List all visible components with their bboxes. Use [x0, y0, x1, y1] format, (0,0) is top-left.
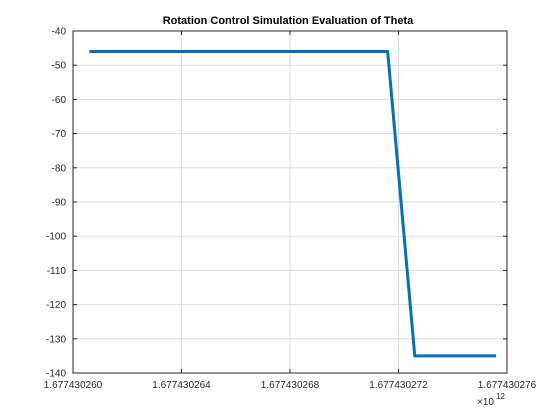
- y-tick-label: -110: [47, 266, 67, 277]
- y-tick-label: -80: [52, 163, 67, 174]
- y-tick-label: -120: [46, 300, 66, 311]
- chart-title: Rotation Control Simulation Evaluation o…: [163, 15, 414, 27]
- y-tick-label: -50: [52, 61, 67, 72]
- y-tick-label: -130: [46, 334, 66, 345]
- x-tick-label: 1.677430260: [44, 380, 103, 391]
- x-tick-label: 1.677430268: [261, 380, 320, 391]
- y-tick-label: -70: [52, 129, 67, 140]
- x-exponent-multiplier: ×10: [477, 397, 494, 408]
- x-exponent-power: 12: [496, 392, 505, 401]
- y-tick-label: -60: [52, 95, 67, 106]
- y-tick-label: -100: [46, 232, 66, 243]
- x-tick-label: 1.677430264: [152, 380, 211, 391]
- x-tick-label: 1.677430276: [478, 380, 537, 391]
- x-tick-label: 1.677430272: [369, 380, 428, 391]
- y-tick-label: -140: [46, 369, 66, 380]
- y-tick-label: -40: [52, 27, 67, 38]
- y-tick-label: -90: [52, 198, 67, 209]
